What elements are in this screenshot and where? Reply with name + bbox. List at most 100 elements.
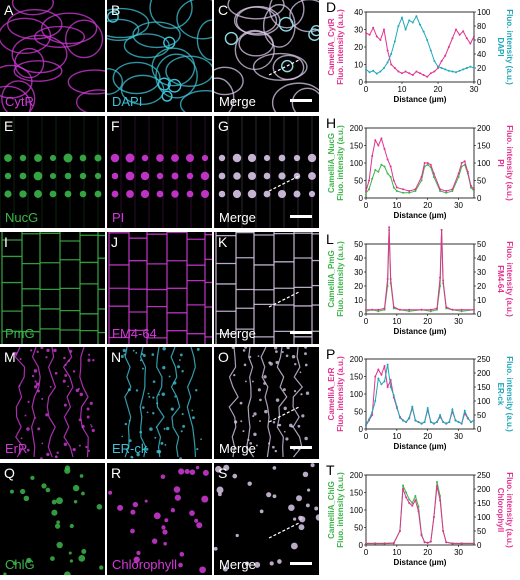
data-point xyxy=(420,308,423,311)
nucleus xyxy=(94,190,102,198)
x-axis-label: Distance (μm) xyxy=(394,95,447,104)
panel-letter: J xyxy=(111,234,118,250)
chloroplast xyxy=(222,566,228,572)
er-speck xyxy=(251,380,254,383)
er-speck xyxy=(242,349,246,352)
er-speck xyxy=(72,370,76,373)
er-speck xyxy=(275,398,280,402)
data-point xyxy=(445,306,448,308)
data-point xyxy=(389,386,392,388)
micrograph-texture xyxy=(108,465,209,574)
cell-outline xyxy=(67,69,105,95)
channel-label: NucG xyxy=(5,210,39,225)
x-tick-label: 0 xyxy=(364,432,369,441)
chloroplast xyxy=(254,561,261,568)
panel-letter: I xyxy=(4,234,8,250)
data-point xyxy=(374,400,377,402)
data-point xyxy=(429,49,432,52)
nucleus xyxy=(156,190,164,198)
chloroplast xyxy=(72,484,80,492)
chloroplast xyxy=(214,546,218,551)
cell-outline xyxy=(107,7,150,39)
data-point xyxy=(377,144,380,147)
chloroplast xyxy=(215,465,222,473)
nucleus xyxy=(34,154,42,162)
channel-label: Chlorophyll xyxy=(112,557,178,572)
data-point xyxy=(375,35,378,38)
chloroplast xyxy=(302,471,309,478)
y-axis-label-left: CamelliA_ErR xyxy=(327,367,336,420)
er-speck xyxy=(278,423,282,427)
data-point xyxy=(386,61,389,64)
y-tick-label-right: 20 xyxy=(477,64,486,73)
data-point xyxy=(411,504,414,507)
er-speck xyxy=(135,351,138,354)
data-point xyxy=(458,69,461,72)
x-tick-label: 30 xyxy=(454,548,463,557)
chloroplast xyxy=(199,566,206,574)
data-point xyxy=(437,65,439,68)
y-axis-label-right: Fluo. intensity (a.u.) xyxy=(505,472,514,548)
y-axis-label-left: Fluo. intensity (a.u.) xyxy=(336,125,345,201)
er-speck xyxy=(300,393,303,396)
er-speck xyxy=(87,449,90,452)
er-speck xyxy=(128,419,131,422)
data-point xyxy=(371,177,374,180)
data-point xyxy=(451,408,454,411)
er-strand xyxy=(62,347,74,458)
chloroplast xyxy=(277,559,282,564)
y-tick-label-right: 100 xyxy=(477,159,491,168)
data-point xyxy=(457,176,460,178)
er-speck xyxy=(128,439,132,443)
cell-outline xyxy=(112,61,161,95)
er-speck xyxy=(304,352,307,356)
er-speck xyxy=(304,363,308,367)
panel-letter: B xyxy=(111,2,121,18)
data-point xyxy=(395,190,398,192)
y-axis-label-right: PI xyxy=(496,159,505,167)
y-tick-label-right: 250 xyxy=(477,355,491,364)
chloroplast xyxy=(136,550,141,556)
data-point xyxy=(426,162,429,164)
panel-letter: L xyxy=(326,231,334,247)
er-speck xyxy=(242,430,245,433)
er-speck xyxy=(170,407,174,411)
nucleus xyxy=(263,190,271,198)
x-tick-label: 30 xyxy=(454,201,463,210)
data-point xyxy=(460,422,463,425)
cell-outline xyxy=(151,47,196,87)
chloroplast xyxy=(272,466,277,470)
cell-outline xyxy=(238,30,274,57)
data-point xyxy=(374,139,377,142)
er-strand xyxy=(292,347,304,458)
nucleus xyxy=(79,190,87,198)
x-tick-label: 10 xyxy=(392,548,401,557)
x-tick-label: 0 xyxy=(364,201,369,210)
er-speck xyxy=(275,360,279,365)
micrograph-s: S Merge xyxy=(214,463,319,575)
nucleus xyxy=(232,153,242,163)
er-speck xyxy=(182,424,186,428)
er-speck xyxy=(181,370,184,373)
panel-letter: A xyxy=(4,2,14,18)
er-speck xyxy=(78,418,82,422)
chloroplast xyxy=(223,464,230,471)
chloroplast xyxy=(178,468,185,475)
chloroplast xyxy=(235,533,239,538)
line-scan xyxy=(268,522,300,539)
er-speck xyxy=(179,353,183,357)
cell-outline xyxy=(227,0,285,20)
er-speck xyxy=(281,350,284,354)
micrograph-texture xyxy=(228,347,310,458)
chloroplast xyxy=(179,551,185,557)
chloroplast xyxy=(178,562,183,568)
cell-outline xyxy=(64,19,104,59)
nucleus xyxy=(218,172,226,180)
chloroplast xyxy=(298,524,305,531)
data-point xyxy=(374,375,377,378)
data-point xyxy=(365,308,367,311)
er-speck xyxy=(249,442,253,445)
er-speck xyxy=(305,391,310,395)
er-speck xyxy=(78,387,80,390)
y-tick-label-left: 100 xyxy=(350,390,364,399)
